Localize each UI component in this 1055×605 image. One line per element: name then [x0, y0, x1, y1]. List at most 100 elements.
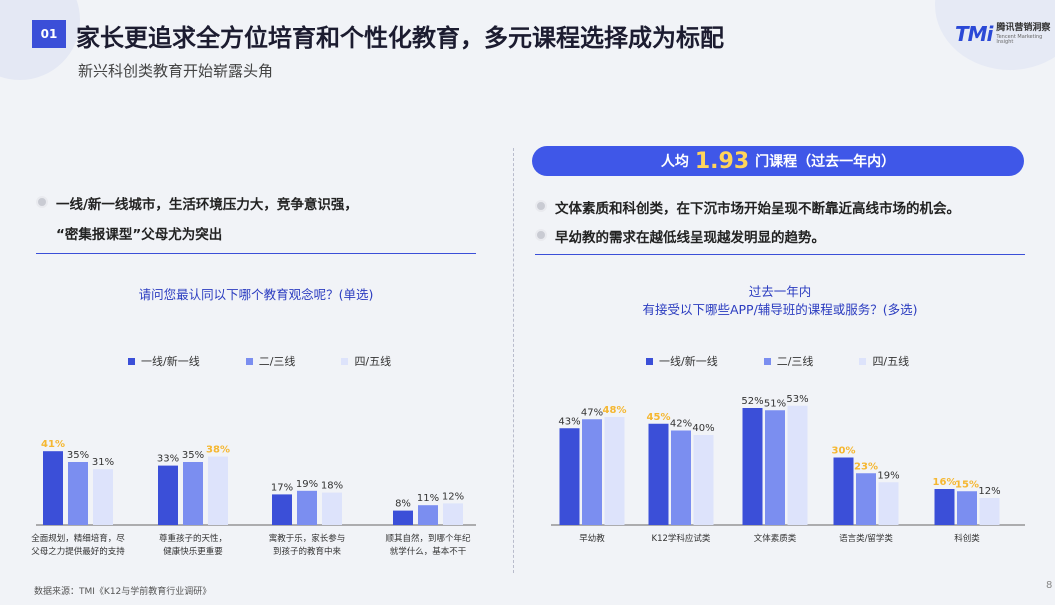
bullet-dot-icon: [535, 200, 547, 212]
category-label: 语言类/留学类: [839, 533, 893, 544]
data-label: 12%: [442, 491, 464, 502]
bar: [443, 503, 463, 525]
data-label: 48%: [603, 405, 627, 416]
data-label: 47%: [581, 407, 603, 418]
right-insight-text: 早幼教的需求在越低线呈现越发明显的趋势。: [555, 230, 825, 246]
data-label: 53%: [786, 394, 808, 405]
bar: [957, 491, 977, 525]
legend-label: 一线/新一线: [141, 355, 200, 368]
data-label: 35%: [182, 450, 204, 461]
data-label: 19%: [877, 470, 899, 481]
data-label: 12%: [978, 486, 1000, 497]
right-question-line1: 过去一年内: [748, 284, 812, 299]
data-label: 17%: [271, 482, 293, 493]
data-label: 43%: [558, 416, 580, 427]
legend-swatch: [128, 357, 135, 365]
bar: [765, 410, 785, 525]
left-insight-line2: “密集报课型”父母尤为突出: [56, 227, 223, 243]
brand-logo: TMi 腾讯营销洞察 Tencent Marketing Insight: [955, 22, 1055, 46]
data-label: 8%: [395, 499, 411, 510]
data-label: 31%: [92, 457, 114, 468]
bar: [787, 405, 808, 525]
left-insight-line1: 一线/新一线城市，生活环境压力大，竞争意识强，: [56, 197, 358, 213]
right-insight-bullet: 文体素质和科创类，在下沉市场开始呈现不断靠近高线市场的机会。: [535, 197, 960, 217]
data-source-note: 数据来源：TMI《K12与学前教育行业调研》: [34, 587, 212, 597]
category-label: 就学什么，基本不干: [390, 546, 467, 557]
bar: [648, 423, 669, 525]
panel-divider: [513, 148, 514, 573]
data-label: 18%: [321, 481, 343, 492]
legend-item: 一线/新一线: [128, 353, 200, 369]
right-divider-line: [535, 254, 1025, 255]
category-label: 早幼教: [579, 533, 605, 544]
logo-name-cn: 腾讯营销洞察: [996, 22, 1051, 33]
legend-swatch: [859, 357, 867, 365]
right-question-line2: 有接受以下哪些APP/辅导班的课程或服务？(多选): [642, 302, 918, 317]
bar: [833, 457, 854, 525]
category-label: 文体素质类: [754, 533, 797, 544]
legend-item: 一线/新一线: [646, 353, 718, 369]
right-legend: 一线/新一线 二/三线 四/五线: [646, 353, 909, 369]
bar: [393, 510, 413, 525]
bar: [934, 489, 955, 525]
bar: [158, 465, 178, 525]
category-label: K12学科应试类: [652, 533, 711, 544]
bar: [742, 408, 763, 525]
legend-item: 二/三线: [763, 353, 814, 369]
bar: [43, 451, 63, 525]
right-insight-bullet: 早幼教的需求在越低线呈现越发明显的趋势。: [535, 226, 825, 246]
average-courses-banner: 人均 1.93 门课程（过去一年内）: [532, 146, 1024, 176]
bar: [979, 498, 1000, 525]
legend-label: 二/三线: [776, 355, 814, 368]
data-label: 45%: [647, 412, 671, 423]
category-label: 父母之力提供最好的支持: [31, 546, 125, 557]
right-question-title: 过去一年内 有接受以下哪些APP/辅导班的课程或服务？(多选): [535, 283, 1025, 319]
bar: [878, 482, 899, 525]
bar: [208, 456, 228, 525]
bar: [272, 494, 292, 525]
data-label: 23%: [854, 461, 878, 472]
left-question-title: 请问您最认同以下哪个教育观念呢？(单选): [138, 287, 374, 302]
bar: [582, 419, 602, 525]
bar: [322, 492, 342, 525]
bar: [93, 469, 113, 525]
legend-swatch: [763, 357, 771, 365]
category-label: 科创类: [954, 533, 980, 544]
data-label: 51%: [764, 398, 786, 409]
bar: [693, 435, 714, 525]
left-legend: 一线/新一线 二/三线 四/五线: [128, 353, 391, 369]
category-label: 到孩子的教育中来: [273, 546, 342, 557]
bar: [604, 417, 625, 525]
category-label: 寓教于乐，家长参与: [269, 533, 346, 544]
data-label: 41%: [41, 439, 65, 450]
legend-label: 四/五线: [354, 355, 392, 368]
legend-swatch: [646, 357, 653, 365]
bullet-dot-icon: [535, 229, 547, 241]
data-label: 33%: [157, 454, 179, 465]
data-label: 30%: [832, 446, 856, 457]
banner-prefix: 人均: [660, 154, 689, 170]
category-label: 尊重孩子的天性，: [159, 533, 227, 544]
legend-label: 一线/新一线: [659, 355, 718, 368]
data-label: 42%: [670, 419, 692, 430]
bar: [671, 430, 691, 525]
bar: [856, 473, 876, 525]
page-title: 家长更追求全方位培育和个性化教育，多元课程选择成为标配: [76, 24, 724, 52]
bar: [418, 505, 438, 525]
legend-swatch: [341, 357, 349, 365]
category-label: 顺其自然，到哪个年纪: [385, 533, 471, 544]
legend-label: 四/五线: [872, 355, 910, 368]
bar: [68, 462, 88, 525]
page-subtitle: 新兴科创类教育开始崭露头角: [78, 62, 274, 80]
data-label: 35%: [67, 450, 89, 461]
data-label: 11%: [417, 493, 439, 504]
section-number-badge: 01: [32, 20, 66, 48]
bar: [183, 462, 203, 525]
data-label: 40%: [692, 423, 714, 434]
data-label: 19%: [296, 479, 318, 490]
legend-item: 四/五线: [859, 353, 909, 369]
bullet-dot-icon: [36, 196, 48, 208]
data-label: 15%: [955, 479, 979, 490]
legend-item: 四/五线: [341, 353, 391, 369]
